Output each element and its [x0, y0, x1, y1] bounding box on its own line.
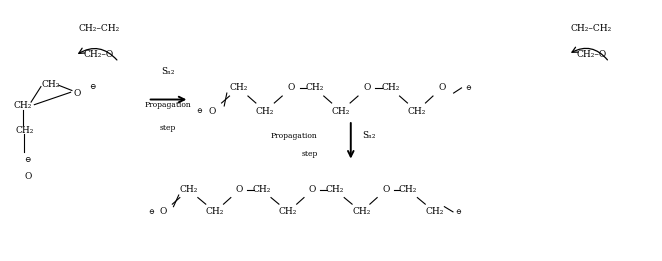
Text: O: O — [236, 185, 243, 194]
Text: CH₂–O: CH₂–O — [84, 50, 114, 59]
Text: ⊖: ⊖ — [196, 107, 202, 115]
Text: O: O — [73, 88, 81, 98]
Text: ⊖: ⊖ — [24, 156, 31, 164]
Text: CH₂: CH₂ — [305, 84, 324, 92]
Text: Sₙ₂: Sₙ₂ — [162, 67, 175, 76]
Text: CH₂–CH₂: CH₂–CH₂ — [78, 24, 120, 33]
Text: Propagation: Propagation — [145, 101, 191, 109]
Text: O: O — [309, 185, 316, 194]
Text: CH₂: CH₂ — [253, 185, 271, 194]
Text: ⊖: ⊖ — [149, 208, 155, 216]
Text: O: O — [438, 84, 446, 92]
Text: O: O — [24, 173, 32, 181]
Text: CH₂: CH₂ — [206, 207, 224, 216]
Text: CH₂: CH₂ — [408, 107, 426, 116]
Text: CH₂: CH₂ — [332, 107, 350, 116]
Text: step: step — [160, 124, 176, 132]
Text: CH₂: CH₂ — [15, 126, 34, 135]
Text: CH₂: CH₂ — [425, 207, 444, 216]
Text: O: O — [288, 84, 295, 92]
Text: O: O — [382, 185, 389, 194]
Text: CH₂: CH₂ — [279, 207, 297, 216]
Text: CH₂–CH₂: CH₂–CH₂ — [571, 24, 612, 33]
Text: O: O — [209, 107, 216, 116]
Text: Sₙ₂: Sₙ₂ — [363, 131, 376, 140]
Text: CH₂–O: CH₂–O — [576, 50, 606, 59]
Text: O: O — [160, 207, 167, 216]
Text: ⊖: ⊖ — [89, 83, 95, 91]
Text: step: step — [301, 150, 318, 158]
Text: CH₂: CH₂ — [42, 80, 60, 88]
Text: CH₂: CH₂ — [14, 102, 32, 110]
Text: Propagation: Propagation — [271, 132, 318, 140]
Text: CH₂: CH₂ — [399, 185, 417, 194]
Text: CH₂: CH₂ — [352, 207, 371, 216]
Text: CH₂: CH₂ — [230, 84, 248, 92]
Text: CH₂: CH₂ — [381, 84, 400, 92]
Text: CH₂: CH₂ — [326, 185, 344, 194]
Text: CH₂: CH₂ — [256, 107, 274, 116]
Text: CH₂: CH₂ — [179, 185, 198, 194]
Text: O: O — [363, 84, 371, 92]
Text: ⊖: ⊖ — [455, 208, 461, 216]
Text: ⊖: ⊖ — [465, 84, 471, 92]
